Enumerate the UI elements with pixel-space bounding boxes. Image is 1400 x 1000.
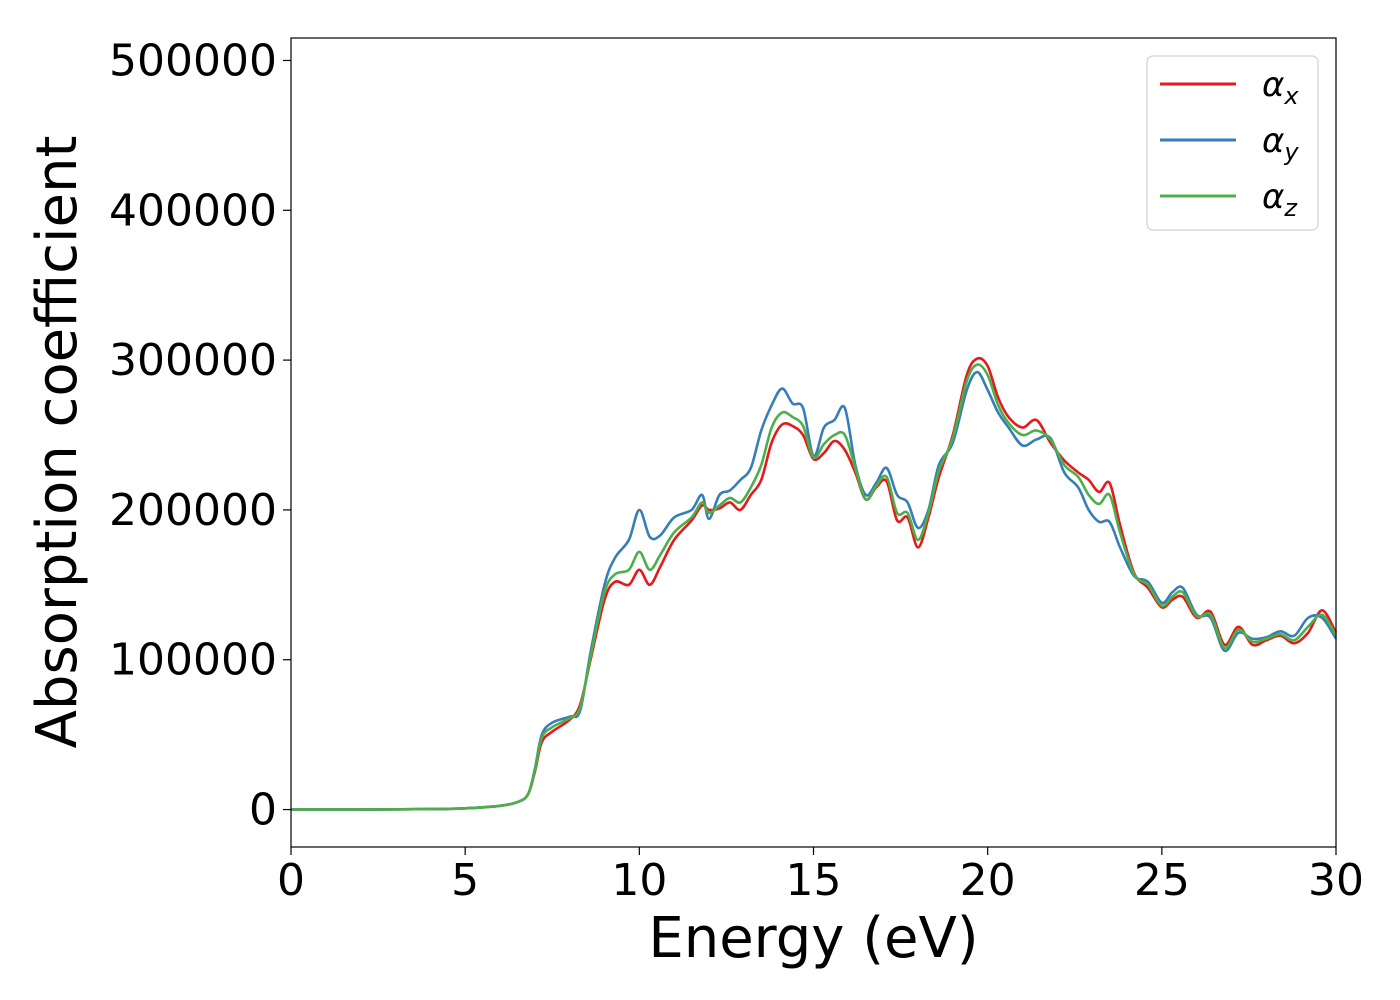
legend-label-base: α [1262, 65, 1284, 105]
x-tick-label: 20 [960, 855, 1016, 906]
legend-label-sub: y [1283, 138, 1299, 166]
legend-label-sub: x [1283, 82, 1299, 110]
y-tick-label: 100000 [109, 635, 277, 686]
y-axis-ticks: 0 100000 200000 300000 400000 500000 [109, 35, 291, 836]
legend-label: αx [1262, 65, 1299, 110]
x-axis-title: Energy (eV) [648, 906, 978, 971]
legend-label-base: α [1262, 121, 1284, 161]
y-tick-label: 200000 [109, 485, 277, 536]
x-axis-ticks: 0 5 10 15 20 25 30 [277, 847, 1364, 906]
legend-label-sub: z [1283, 194, 1298, 222]
x-tick-label: 10 [611, 855, 667, 906]
x-tick-label: 15 [786, 855, 842, 906]
y-tick-label: 0 [249, 785, 277, 836]
x-tick-label: 5 [451, 855, 479, 906]
y-tick-label: 500000 [109, 35, 277, 86]
legend-label-base: α [1262, 177, 1284, 217]
y-axis-title: Absorption coefficient [25, 136, 90, 749]
legend: αx αy αz [1146, 55, 1319, 231]
legend-entry: αz [1160, 177, 1298, 222]
legend-box [1146, 55, 1319, 231]
x-tick-label: 25 [1134, 855, 1190, 906]
x-tick-label: 30 [1308, 855, 1364, 906]
series-line-z [290, 363, 1338, 811]
x-tick-label: 0 [277, 855, 305, 906]
legend-label: αz [1262, 177, 1298, 222]
legend-entry: αy [1160, 121, 1299, 166]
legend-label: αy [1262, 121, 1299, 166]
legend-entry: αx [1160, 65, 1299, 110]
y-tick-label: 400000 [109, 185, 277, 236]
series-layer [290, 356, 1338, 811]
y-tick-label: 300000 [109, 335, 277, 386]
